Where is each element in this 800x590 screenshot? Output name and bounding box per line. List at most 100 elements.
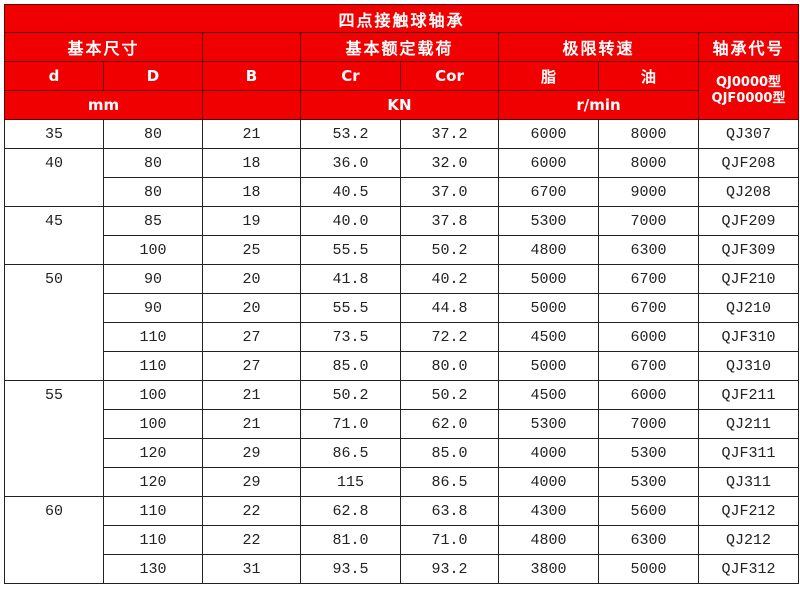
cell-B: 21 xyxy=(202,119,301,149)
table-row: 55 100 21 50.2 50.2 4500 6000 QJF211 xyxy=(4,380,800,410)
cell-code: QJ307 xyxy=(697,119,800,149)
table-row: 130 31 93.5 93.2 3800 5000 QJF312 xyxy=(4,554,800,584)
cell-d xyxy=(4,409,104,439)
cell-d: 45 xyxy=(4,206,104,236)
header-speed-limit: 极限转速 xyxy=(498,32,699,62)
cell-code: QJF212 xyxy=(697,496,800,526)
cell-cr: 40.5 xyxy=(300,177,401,207)
cell-oil: 7000 xyxy=(598,206,699,236)
cell-grease: 4500 xyxy=(498,380,599,410)
cell-D: 90 xyxy=(103,264,203,294)
cell-cor: 50.2 xyxy=(400,380,499,410)
cell-cr: 115 xyxy=(300,467,401,497)
cell-D: 100 xyxy=(103,409,203,439)
cell-code: QJ211 xyxy=(697,409,800,439)
cell-code: QJ212 xyxy=(697,525,800,555)
cell-d xyxy=(4,438,104,468)
cell-oil: 7000 xyxy=(598,409,699,439)
header-load-rating: 基本额定载荷 xyxy=(300,32,499,62)
cell-d: 55 xyxy=(4,380,104,410)
header-grease: 脂 xyxy=(498,61,599,91)
cell-oil: 6700 xyxy=(598,351,699,381)
cell-d: 60 xyxy=(4,496,104,526)
cell-B: 21 xyxy=(202,409,301,439)
cell-grease: 4300 xyxy=(498,496,599,526)
cell-D: 110 xyxy=(103,525,203,555)
cell-code: QJ210 xyxy=(697,293,800,323)
cell-grease: 4000 xyxy=(498,467,599,497)
bearing-spec-table: 四点接触球轴承 基本尺寸 基本额定载荷 极限转速 轴承代号 d D B Cr C… xyxy=(3,4,800,584)
cell-cor: 32.0 xyxy=(400,148,499,178)
cell-B: 18 xyxy=(202,177,301,207)
cell-cor: 62.0 xyxy=(400,409,499,439)
table-row: 100 25 55.5 50.2 4800 6300 QJF309 xyxy=(4,235,800,265)
table-row: 45 85 19 40.0 37.8 5300 7000 QJF209 xyxy=(4,206,800,236)
cell-B: 18 xyxy=(202,148,301,178)
cell-B: 22 xyxy=(202,496,301,526)
cell-B: 25 xyxy=(202,235,301,265)
header-unit-kn: KN xyxy=(300,90,499,120)
cell-grease: 4800 xyxy=(498,235,599,265)
cell-code: QJF209 xyxy=(697,206,800,236)
cell-d xyxy=(4,293,104,323)
cell-grease: 6700 xyxy=(498,177,599,207)
cell-d xyxy=(4,235,104,265)
header-cr: Cr xyxy=(300,61,401,91)
cell-cor: 80.0 xyxy=(400,351,499,381)
cell-d xyxy=(4,177,104,207)
cell-D: 110 xyxy=(103,322,203,352)
cell-grease: 6000 xyxy=(498,148,599,178)
cell-cor: 40.2 xyxy=(400,264,499,294)
cell-D: 100 xyxy=(103,235,203,265)
cell-cr: 73.5 xyxy=(300,322,401,352)
cell-cr: 40.0 xyxy=(300,206,401,236)
cell-oil: 5000 xyxy=(598,554,699,584)
cell-cr: 55.5 xyxy=(300,293,401,323)
cell-cor: 37.8 xyxy=(400,206,499,236)
cell-grease: 5300 xyxy=(498,409,599,439)
cell-oil: 6700 xyxy=(598,264,699,294)
cell-cor: 72.2 xyxy=(400,322,499,352)
cell-B: 20 xyxy=(202,293,301,323)
cell-D: 130 xyxy=(103,554,203,584)
cell-code: QJ311 xyxy=(697,467,800,497)
cell-cr: 81.0 xyxy=(300,525,401,555)
cell-code: QJ208 xyxy=(697,177,800,207)
cell-d xyxy=(4,351,104,381)
cell-oil: 6000 xyxy=(598,380,699,410)
table-row: 50 90 20 41.8 40.2 5000 6700 QJF210 xyxy=(4,264,800,294)
cell-cr: 85.0 xyxy=(300,351,401,381)
cell-oil: 6000 xyxy=(598,322,699,352)
cell-grease: 4500 xyxy=(498,322,599,352)
cell-d: 50 xyxy=(4,264,104,294)
cell-grease: 5000 xyxy=(498,264,599,294)
cell-grease: 4800 xyxy=(498,525,599,555)
cell-code: QJF310 xyxy=(697,322,800,352)
cell-cor: 37.2 xyxy=(400,119,499,149)
cell-code: QJF311 xyxy=(697,438,800,468)
cell-D: 100 xyxy=(103,380,203,410)
cell-code: QJF210 xyxy=(697,264,800,294)
cell-d xyxy=(4,525,104,555)
cell-cr: 36.0 xyxy=(300,148,401,178)
cell-D: 120 xyxy=(103,467,203,497)
cell-B: 27 xyxy=(202,351,301,381)
cell-grease: 5300 xyxy=(498,206,599,236)
cell-code: QJF211 xyxy=(697,380,800,410)
cell-cr: 86.5 xyxy=(300,438,401,468)
header-unit-rpm: r/min xyxy=(498,90,699,120)
cell-oil: 6700 xyxy=(598,293,699,323)
cell-B: 29 xyxy=(202,438,301,468)
cell-oil: 9000 xyxy=(598,177,699,207)
cell-cor: 85.0 xyxy=(400,438,499,468)
header-empty-2 xyxy=(202,90,301,120)
header-cor: Cor xyxy=(400,61,499,91)
cell-oil: 5600 xyxy=(598,496,699,526)
cell-cor: 86.5 xyxy=(400,467,499,497)
cell-D: 90 xyxy=(103,293,203,323)
table-row: 110 27 73.5 72.2 4500 6000 QJF310 xyxy=(4,322,800,352)
cell-cor: 63.8 xyxy=(400,496,499,526)
cell-grease: 4000 xyxy=(498,438,599,468)
cell-d xyxy=(4,467,104,497)
cell-cr: 71.0 xyxy=(300,409,401,439)
